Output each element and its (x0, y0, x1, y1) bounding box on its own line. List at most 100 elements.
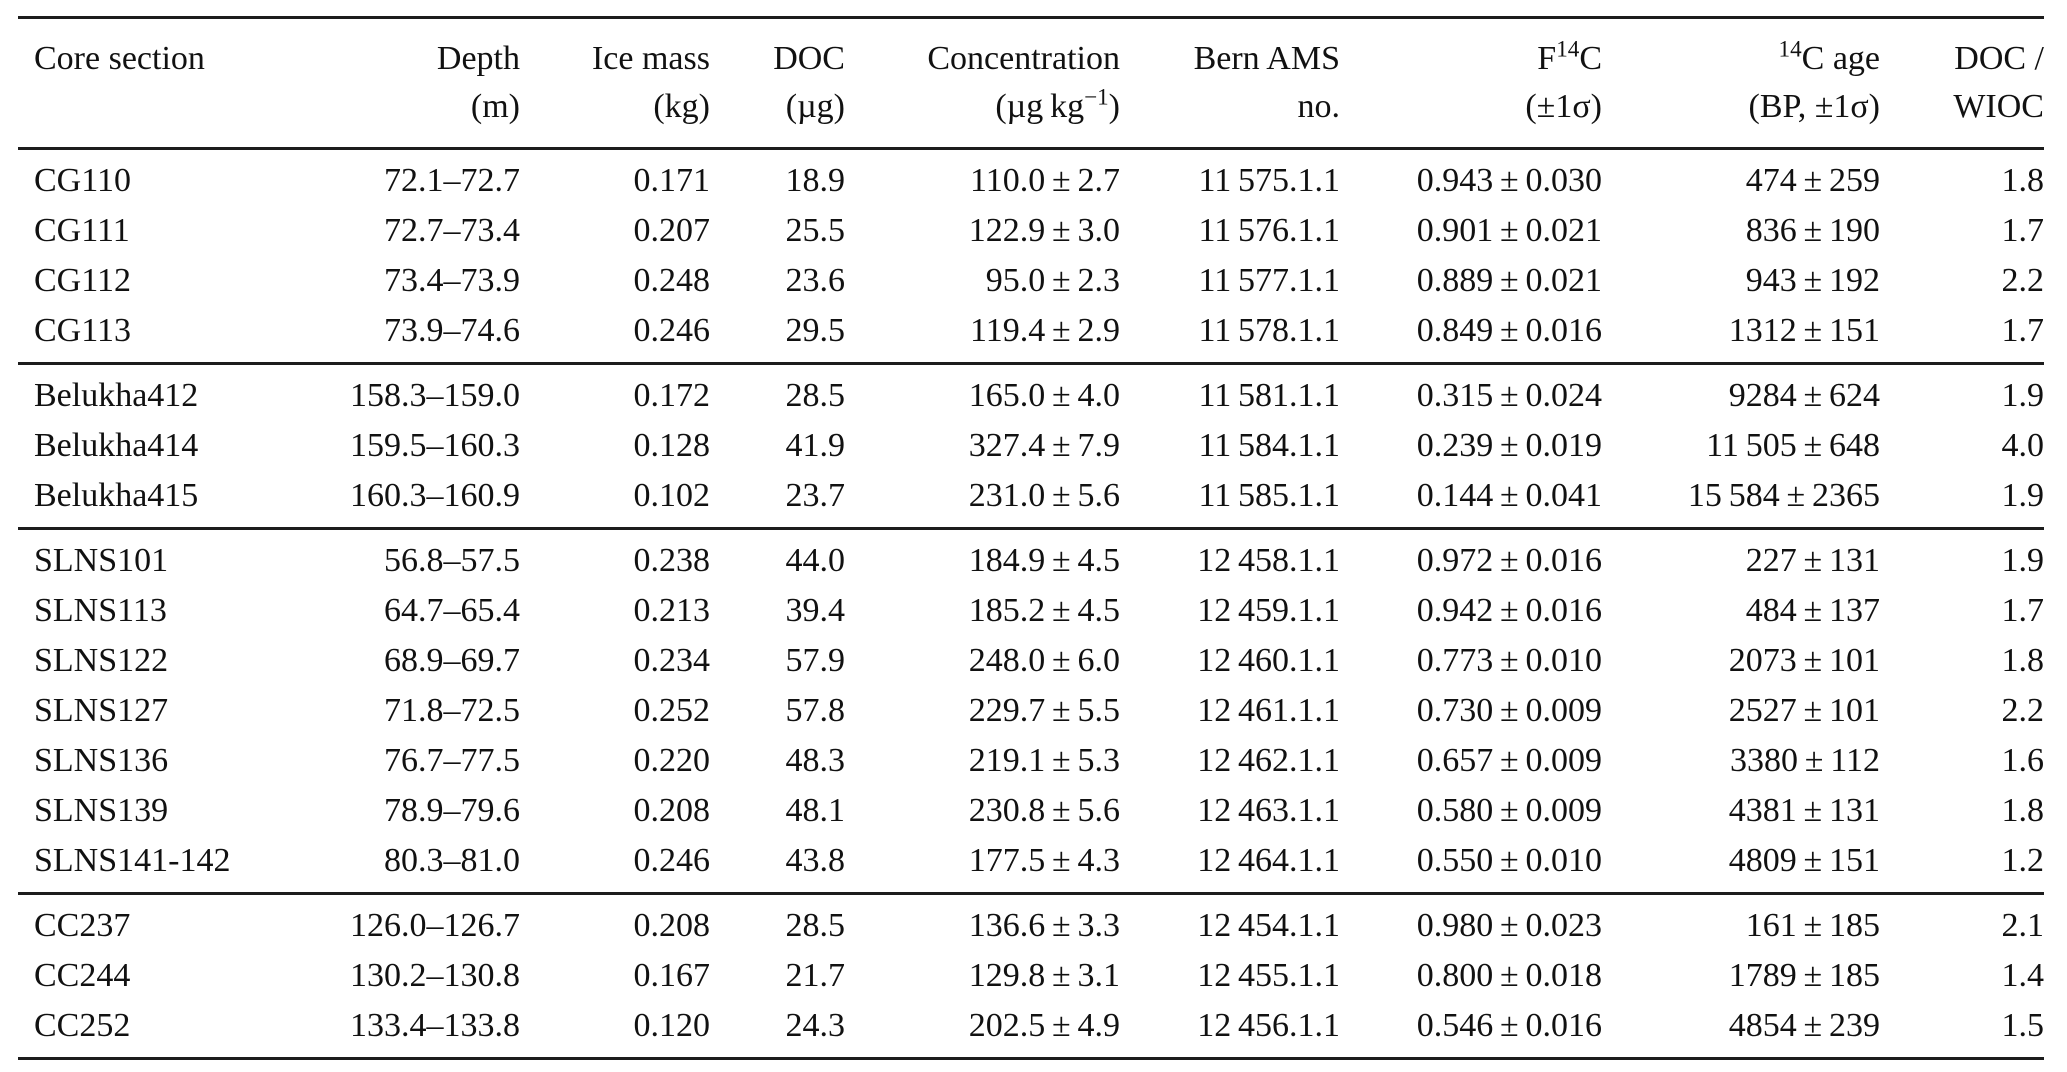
cell-doc-wioc: 1.6 (2001, 742, 2045, 779)
cell-depth: 160.3–160.9 (350, 477, 520, 514)
cell-c14-age: 4381 ± 131 (1728, 792, 1880, 829)
cell-depth: 76.7–77.5 (384, 742, 520, 779)
cell-c14-age: 2073 ± 101 (1728, 642, 1880, 679)
column-header-f14c: F14C (1537, 36, 1602, 77)
table-row-CC244: CC244 130.2–130.8 0.167 21.7 129.8 ± 3.1 12 4… (18, 951, 2044, 1001)
cell-doc-wioc: 2.1 (2001, 907, 2045, 944)
cell-f14c: 0.144 ± 0.041 (1416, 477, 1602, 514)
cell-depth: 133.4–133.8 (350, 1007, 520, 1044)
table-row-SLNS141-142: SLNS141-142 80.3–81.0 0.246 43.8 177.5 ± 4.3… (18, 836, 2044, 894)
cell-depth: 68.9–69.7 (384, 642, 520, 679)
cell-doc: 23.7 (785, 477, 846, 514)
cell-bern-ams-no: 11 577.1.1 (1198, 262, 1340, 299)
cell-bern-ams-no: 11 575.1.1 (1198, 162, 1340, 199)
cell-core-section: Belukha414 (34, 427, 199, 464)
cell-c14-age: 474 ± 259 (1745, 162, 1880, 199)
column-header-bern-ams-no: Bern AMS (1193, 40, 1340, 77)
cell-ice-mass: 0.220 (633, 742, 711, 779)
cell-concentration: 110.0 ± 2.7 (969, 162, 1120, 199)
cell-f14c: 0.546 ± 0.016 (1416, 1007, 1602, 1044)
cell-ice-mass: 0.213 (633, 592, 711, 629)
cell-doc-wioc: 1.5 (2001, 1007, 2045, 1044)
column-unit-f14c: (±1σ) (1525, 88, 1602, 125)
cell-f14c: 0.315 ± 0.024 (1416, 377, 1602, 414)
header-label-row: Core section Depth Ice mass DOC Concentratio… (18, 18, 2044, 84)
cell-doc-wioc: 1.8 (2001, 642, 2045, 679)
cell-ice-mass: 0.238 (633, 542, 711, 579)
column-header-ice-mass: Ice mass (591, 40, 710, 77)
column-unit-ice-mass: (kg) (653, 88, 710, 125)
cell-f14c: 0.849 ± 0.016 (1416, 312, 1602, 349)
cell-bern-ams-no: 12 458.1.1 (1197, 542, 1340, 579)
cell-bern-ams-no: 11 585.1.1 (1198, 477, 1340, 514)
column-unit-doc-wioc: WIOC (1953, 88, 2044, 125)
table-header: Core section Depth Ice mass DOC Concentratio… (18, 18, 2044, 149)
cell-doc: 28.5 (785, 377, 846, 414)
cell-concentration: 248.0 ± 6.0 (968, 642, 1120, 679)
cell-c14-age: 1789 ± 185 (1728, 957, 1880, 994)
table-row-Belukha415: Belukha415 160.3–160.9 0.102 23.7 231.0 ± 5.… (18, 471, 2044, 529)
table-row-CC252: CC252 133.4–133.8 0.120 24.3 202.5 ± 4.9 12 4… (18, 1001, 2044, 1059)
cell-doc-wioc: 1.8 (2001, 162, 2045, 199)
cell-core-section: SLNS113 (34, 592, 167, 629)
cell-doc-wioc: 1.2 (2001, 842, 2045, 879)
cell-doc-wioc: 1.9 (2001, 542, 2045, 579)
column-unit-bern-ams-no: no. (1297, 88, 1341, 125)
cell-bern-ams-no: 12 461.1.1 (1197, 692, 1340, 729)
cell-f14c: 0.942 ± 0.016 (1416, 592, 1602, 629)
cell-core-section: CC237 (34, 907, 131, 944)
cell-doc-wioc: 1.4 (2001, 957, 2045, 994)
cell-doc-wioc: 1.8 (2001, 792, 2045, 829)
cell-c14-age: 11 505 ± 648 (1706, 427, 1880, 464)
cell-c14-age: 836 ± 190 (1745, 212, 1880, 249)
cell-core-section: SLNS141-142 (34, 842, 231, 879)
cell-doc: 23.6 (785, 262, 846, 299)
cell-c14-age: 4809 ± 151 (1728, 842, 1880, 879)
cell-f14c: 0.972 ± 0.016 (1416, 542, 1602, 579)
cell-core-section: Belukha412 (34, 377, 199, 414)
cell-core-section: SLNS122 (34, 642, 169, 679)
cell-doc: 21.7 (785, 957, 846, 994)
cell-depth: 71.8–72.5 (384, 692, 520, 729)
table-group-2: SLNS101 56.8–57.5 0.238 44.0 184.9 ± 4.5 12 4… (18, 528, 2045, 894)
cell-concentration: 185.2 ± 4.5 (968, 592, 1120, 629)
cell-doc-wioc: 4.0 (2001, 427, 2045, 464)
cell-ice-mass: 0.246 (633, 842, 711, 879)
table-row-SLNS101: SLNS101 56.8–57.5 0.238 44.0 184.9 ± 4.5 12 4… (18, 529, 2044, 587)
table-row-SLNS136: SLNS136 76.7–77.5 0.220 48.3 219.1 ± 5.3 12 4… (18, 736, 2044, 786)
cell-doc: 24.3 (785, 1007, 846, 1044)
cell-bern-ams-no: 11 576.1.1 (1198, 212, 1340, 249)
cell-core-section: CG112 (34, 262, 131, 299)
cell-ice-mass: 0.171 (633, 162, 711, 199)
cell-f14c: 0.550 ± 0.010 (1416, 842, 1602, 879)
column-header-concentration: Concentration (927, 40, 1120, 77)
cell-depth: 80.3–81.0 (384, 842, 520, 879)
cell-doc: 18.9 (785, 162, 846, 199)
cell-concentration: 136.6 ± 3.3 (968, 907, 1120, 944)
table-row-SLNS113: SLNS113 64.7–65.4 0.213 39.4 185.2 ± 4.5 12 4… (18, 586, 2044, 636)
cell-doc-wioc: 1.7 (2001, 212, 2045, 249)
cell-depth: 78.9–79.6 (384, 792, 520, 829)
cell-f14c: 0.657 ± 0.009 (1416, 742, 1602, 779)
cell-ice-mass: 0.120 (633, 1007, 711, 1044)
cell-concentration: 327.4 ± 7.9 (968, 427, 1120, 464)
cell-bern-ams-no: 12 463.1.1 (1197, 792, 1340, 829)
cell-doc: 48.1 (785, 792, 846, 829)
cell-ice-mass: 0.248 (633, 262, 711, 299)
cell-f14c: 0.580 ± 0.009 (1416, 792, 1602, 829)
cell-c14-age: 227 ± 131 (1745, 542, 1880, 579)
cell-bern-ams-no: 12 464.1.1 (1197, 842, 1340, 879)
cell-core-section: SLNS101 (34, 542, 169, 579)
cell-concentration: 165.0 ± 4.0 (968, 377, 1120, 414)
column-unit-concentration: (µg kg−1) (995, 84, 1120, 125)
cell-ice-mass: 0.128 (633, 427, 711, 464)
cell-depth: 130.2–130.8 (350, 957, 520, 994)
cell-doc: 25.5 (785, 212, 846, 249)
cell-core-section: SLNS139 (34, 792, 169, 829)
cell-doc-wioc: 2.2 (2001, 692, 2045, 729)
cell-depth: 159.5–160.3 (350, 427, 520, 464)
cell-doc-wioc: 1.9 (2001, 377, 2045, 414)
cell-core-section: CG113 (34, 312, 131, 349)
cell-f14c: 0.980 ± 0.023 (1416, 907, 1602, 944)
